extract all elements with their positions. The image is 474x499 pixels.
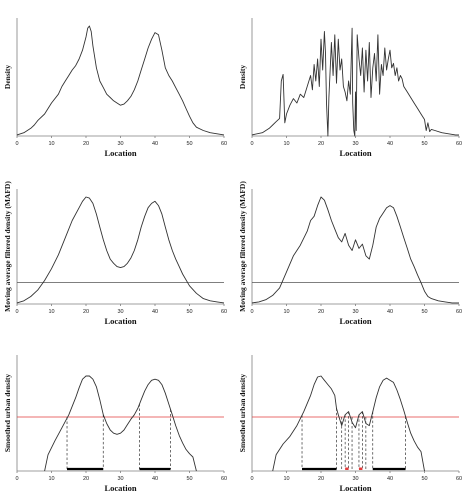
chart-panel-smoothed-bimodal: 0 10 20 30 40 50 60 Location Smoothed urban dens… xyxy=(3,355,227,493)
x-tick-label: 10 xyxy=(48,476,54,482)
x-tick-label: 50 xyxy=(421,309,427,315)
x-tick-label: 0 xyxy=(15,141,18,147)
excluded-segment xyxy=(345,467,349,470)
x-tick-label: 30 xyxy=(352,476,358,482)
x-tick-label: 40 xyxy=(387,476,393,482)
density-curve xyxy=(44,375,197,472)
density-curve xyxy=(272,375,425,472)
x-tick-label: 30 xyxy=(117,476,123,482)
excluded-segment xyxy=(358,467,363,470)
chart-panel-raw-noisy: 0 10 20 30 40 50 60 Location Density xyxy=(238,18,462,158)
x-tick-label: 10 xyxy=(48,141,54,147)
x-tick-label: 40 xyxy=(387,141,393,147)
x-axis-label: Location xyxy=(104,316,136,326)
chart-panel-mafd-noisy: 0 10 20 30 40 50 60 Location Moving average filt… xyxy=(238,181,462,326)
chart-panel-smoothed-noisy: 0 10 20 30 40 50 60 Location Smoothed urban dens… xyxy=(238,355,462,493)
x-tick-label: 40 xyxy=(152,476,158,482)
x-tick-label: 10 xyxy=(283,476,289,482)
y-axis-label: Moving average filtered density (MAFD) xyxy=(238,181,247,312)
density-curve xyxy=(251,27,459,137)
x-tick-label: 60 xyxy=(456,476,462,482)
x-tick-label: 50 xyxy=(421,141,427,147)
density-curve xyxy=(16,25,225,136)
x-axis-label: Location xyxy=(339,316,371,326)
y-axis-label: Smoothed urban density xyxy=(238,374,247,453)
x-tick-label: 50 xyxy=(421,476,427,482)
x-tick-label: 20 xyxy=(318,141,324,147)
x-tick-label: 0 xyxy=(15,309,18,315)
x-tick-label: 50 xyxy=(186,141,192,147)
x-tick-label: 0 xyxy=(250,476,253,482)
x-tick-label: 40 xyxy=(152,141,158,147)
density-curve xyxy=(16,196,225,304)
x-tick-label: 50 xyxy=(186,309,192,315)
x-axis-label: Location xyxy=(339,483,371,493)
x-tick-label: 0 xyxy=(250,141,253,147)
x-tick-label: 20 xyxy=(318,476,324,482)
x-tick-label: 60 xyxy=(221,476,227,482)
x-tick-label: 30 xyxy=(117,141,123,147)
x-tick-label: 40 xyxy=(387,309,393,315)
x-tick-label: 10 xyxy=(48,309,54,315)
x-tick-label: 20 xyxy=(83,141,89,147)
x-axis-label: Location xyxy=(104,148,136,158)
x-tick-label: 30 xyxy=(352,141,358,147)
x-tick-label: 60 xyxy=(221,141,227,147)
x-axis-label: Location xyxy=(339,148,371,158)
x-tick-label: 20 xyxy=(83,476,89,482)
y-axis-label: Smoothed urban density xyxy=(3,374,12,453)
x-tick-label: 60 xyxy=(221,309,227,315)
x-tick-label: 0 xyxy=(250,309,253,315)
x-tick-label: 40 xyxy=(152,309,158,315)
x-tick-label: 20 xyxy=(318,309,324,315)
x-tick-label: 20 xyxy=(83,309,89,315)
x-tick-label: 60 xyxy=(456,141,462,147)
x-axis-label: Location xyxy=(104,483,136,493)
chart-panel-mafd-bimodal: 0 10 20 30 40 50 60 Location Moving average filt… xyxy=(3,181,227,326)
x-tick-label: 10 xyxy=(283,141,289,147)
density-curve xyxy=(251,196,459,304)
chart-panel-raw-bimodal: 0 10 20 30 40 50 60 Location Density xyxy=(3,18,227,158)
x-tick-label: 30 xyxy=(117,309,123,315)
x-tick-label: 10 xyxy=(283,309,289,315)
x-tick-label: 60 xyxy=(456,309,462,315)
y-axis-label: Density xyxy=(3,65,12,89)
x-tick-label: 50 xyxy=(186,476,192,482)
x-tick-label: 0 xyxy=(15,476,18,482)
y-axis-label: Density xyxy=(238,65,247,89)
x-tick-label: 30 xyxy=(352,309,358,315)
y-axis-label: Moving average filtered density (MAFD) xyxy=(3,181,12,312)
